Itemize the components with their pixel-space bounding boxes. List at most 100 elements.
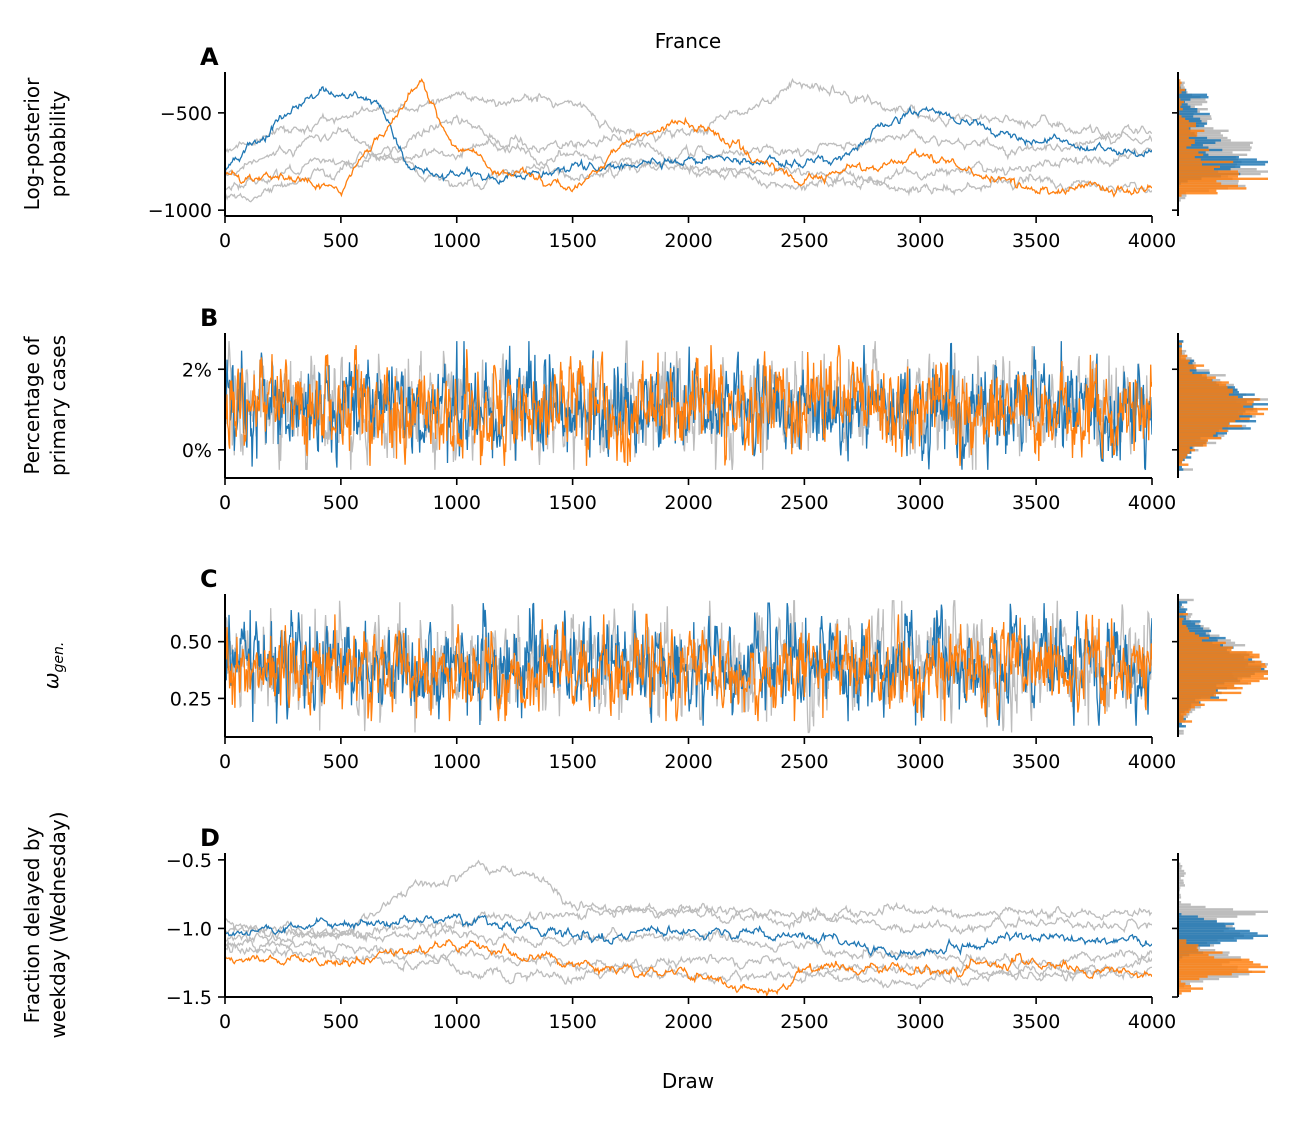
histogram-bar xyxy=(1178,886,1181,889)
histogram-bar xyxy=(1178,88,1186,92)
histogram-bar xyxy=(1178,148,1210,152)
histogram-bar xyxy=(1178,91,1182,94)
histogram-bar xyxy=(1178,896,1182,899)
y-axis-label: weekday (Wednesday) xyxy=(46,811,70,1038)
histogram-bar xyxy=(1178,345,1182,348)
histogram-bar xyxy=(1178,963,1261,966)
x-tick-label: 3000 xyxy=(896,492,944,514)
histogram-bar xyxy=(1178,913,1256,916)
histogram-bar xyxy=(1178,710,1190,714)
histogram-bar xyxy=(1178,463,1189,466)
histogram-bar xyxy=(1178,713,1187,716)
histogram-bar xyxy=(1178,393,1229,396)
histogram-bar xyxy=(1178,944,1199,947)
x-tick-label: 500 xyxy=(323,1011,359,1033)
histogram-bar xyxy=(1178,925,1226,928)
histogram-bar xyxy=(1178,98,1191,101)
histogram-bar xyxy=(1178,199,1181,202)
histogram-bar xyxy=(1178,429,1228,433)
histogram-bar xyxy=(1178,84,1181,87)
histogram-bar xyxy=(1178,412,1265,416)
histogram-bar xyxy=(1178,939,1237,942)
panel-b: 0 500 1000 1500 2000 2500 3000 3500 4000 2% 0% B Per… xyxy=(20,304,1268,514)
histogram-bar xyxy=(1178,675,1264,678)
x-tick-label: 3000 xyxy=(896,230,944,252)
histogram-bar xyxy=(1178,439,1208,442)
y-tick-label: −1000 xyxy=(148,200,212,222)
trace-lines xyxy=(225,77,1152,203)
histogram-bar xyxy=(1178,658,1249,661)
trace-lines xyxy=(225,859,1152,997)
histogram-bar xyxy=(1178,958,1250,961)
x-tick-label: 2500 xyxy=(780,751,828,773)
histogram-bar xyxy=(1178,124,1196,128)
histogram-bar xyxy=(1178,703,1205,707)
histogram-bar xyxy=(1178,403,1253,406)
histogram-bar xyxy=(1178,84,1184,87)
histogram-bar xyxy=(1178,641,1226,645)
histogram-bar xyxy=(1178,648,1232,652)
histogram-bar xyxy=(1178,196,1186,200)
histogram-bar xyxy=(1178,975,1208,978)
histogram-bar xyxy=(1178,682,1252,685)
x-tick-label: 4000 xyxy=(1128,1011,1176,1033)
histogram-bar xyxy=(1178,158,1201,161)
histogram-bar xyxy=(1178,103,1182,106)
histogram-bar xyxy=(1178,141,1216,144)
histogram-bar xyxy=(1178,115,1194,118)
histogram-bar xyxy=(1178,151,1199,154)
histogram-bar xyxy=(1178,980,1181,983)
histogram-bar xyxy=(1178,194,1187,197)
histogram-bar xyxy=(1178,468,1193,471)
histogram-bar xyxy=(1178,381,1229,384)
y-tick-label: 2% xyxy=(182,359,212,381)
histogram-bar xyxy=(1178,941,1221,945)
histogram-bar xyxy=(1178,881,1184,885)
histogram-bar xyxy=(1178,132,1221,135)
histogram-bar xyxy=(1178,677,1268,680)
histogram-bar xyxy=(1178,156,1195,159)
x-tick-label: 1500 xyxy=(548,492,596,514)
histogram-bar xyxy=(1178,422,1229,425)
histogram-bar xyxy=(1178,953,1209,957)
histogram-bar xyxy=(1178,364,1205,367)
histogram-bar xyxy=(1178,153,1204,156)
histogram-bar xyxy=(1178,715,1184,718)
panel-a: 0 500 1000 1500 2000 2500 3000 3500 4000 −500 −100… xyxy=(20,43,1268,252)
histogram-bar xyxy=(1178,915,1238,918)
histogram-bar xyxy=(1178,903,1191,906)
x-tick-label: 1000 xyxy=(433,492,481,514)
histogram-bar xyxy=(1178,660,1261,664)
histogram-bar xyxy=(1178,655,1260,659)
histogram-bar xyxy=(1178,465,1182,469)
histogram-bar xyxy=(1178,632,1195,635)
histogram-bar xyxy=(1178,417,1250,420)
histogram-bar xyxy=(1178,706,1195,709)
x-tick-label: 2000 xyxy=(664,492,712,514)
histogram-bar xyxy=(1178,81,1182,84)
histogram-bar xyxy=(1178,103,1203,106)
histogram-bar xyxy=(1178,627,1188,630)
histogram-bar xyxy=(1178,605,1184,609)
histogram-bar xyxy=(1178,177,1268,180)
histogram-bar xyxy=(1178,359,1190,362)
histogram-bar xyxy=(1178,941,1187,945)
histogram-bar xyxy=(1178,441,1207,445)
histogram-bar xyxy=(1178,939,1187,942)
series-line-2 xyxy=(225,602,1152,726)
series-line-2 xyxy=(225,77,1152,192)
histogram-bar xyxy=(1178,117,1201,120)
histogram-bar xyxy=(1178,168,1214,171)
x-tick-label: 500 xyxy=(323,230,359,252)
x-tick-label: 2500 xyxy=(780,230,828,252)
histogram-bar xyxy=(1178,388,1233,391)
x-tick-label: 0 xyxy=(219,751,231,773)
histogram-bar xyxy=(1178,624,1201,628)
histogram-bar xyxy=(1178,451,1190,454)
histogram-bar xyxy=(1178,653,1260,656)
histogram-bar xyxy=(1178,374,1207,377)
x-tick-label: 1000 xyxy=(433,230,481,252)
histogram-bar xyxy=(1178,701,1200,704)
histogram-bar xyxy=(1178,371,1210,375)
